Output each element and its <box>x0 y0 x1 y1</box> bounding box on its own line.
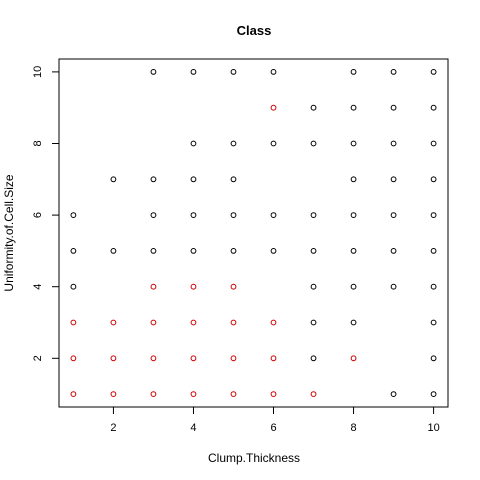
data-point <box>310 104 317 111</box>
chart-title: Class <box>237 23 272 38</box>
data-point <box>70 212 77 218</box>
data-point <box>70 319 77 326</box>
y-axis-label: Uniformity.of.Cell.Size <box>2 174 16 291</box>
x-tick-label: 2 <box>110 422 116 434</box>
data-point <box>430 212 437 218</box>
data-point <box>150 319 157 326</box>
data-point <box>390 212 397 218</box>
x-axis: 2 4 6 8 10 <box>110 406 440 434</box>
data-point <box>270 391 277 398</box>
data-point <box>150 391 157 398</box>
data-point <box>390 391 397 398</box>
data-point <box>270 212 277 218</box>
x-tick-label: 10 <box>427 422 439 434</box>
plot-frame <box>58 58 449 408</box>
y-axis: 2 4 6 8 10 <box>32 66 60 361</box>
data-point <box>110 176 117 183</box>
data-point <box>430 104 437 111</box>
data-point <box>390 176 397 183</box>
data-point <box>150 212 157 218</box>
x-tick-label: 8 <box>350 422 356 434</box>
data-point <box>190 248 197 254</box>
data-point <box>190 355 197 362</box>
data-point <box>70 283 77 290</box>
data-point <box>350 140 357 147</box>
data-point <box>350 248 357 254</box>
data-point <box>390 140 397 147</box>
data-point <box>430 140 437 147</box>
data-point <box>230 391 237 398</box>
y-tick-label: 2 <box>32 355 44 361</box>
data-point <box>110 355 117 362</box>
data-point <box>310 140 317 147</box>
data-point <box>350 176 357 183</box>
data-point <box>190 176 197 183</box>
data-point <box>150 355 157 362</box>
data-point <box>310 391 317 398</box>
data-point <box>350 355 357 362</box>
data-point <box>230 176 237 183</box>
y-tick-label: 10 <box>32 66 44 78</box>
data-point <box>150 176 157 183</box>
data-point <box>190 283 197 290</box>
data-point <box>270 104 277 111</box>
data-point <box>430 248 437 254</box>
y-tick-label: 6 <box>32 212 44 218</box>
data-point <box>270 355 277 362</box>
data-point <box>230 283 237 290</box>
data-point <box>350 212 357 218</box>
x-tick-label: 4 <box>190 422 196 434</box>
data-point <box>430 68 437 75</box>
data-point <box>230 248 237 254</box>
data-point <box>190 68 197 75</box>
data-point <box>430 391 437 398</box>
data-point <box>310 319 317 326</box>
data-point <box>270 140 277 147</box>
data-point <box>310 355 317 362</box>
data-point <box>350 283 357 290</box>
x-axis-label: Clump.Thickness <box>208 451 300 465</box>
data-point <box>310 212 317 218</box>
data-point <box>190 140 197 147</box>
data-point <box>110 391 117 398</box>
data-point <box>70 391 77 398</box>
data-point <box>310 248 317 254</box>
data-point <box>230 68 237 75</box>
data-point <box>430 355 437 362</box>
data-point <box>70 355 77 362</box>
data-point <box>350 68 357 75</box>
data-point <box>350 319 357 326</box>
data-point <box>190 212 197 218</box>
data-point <box>390 104 397 111</box>
data-point <box>310 283 317 290</box>
data-point <box>390 68 397 75</box>
y-tick-label: 8 <box>32 140 44 146</box>
data-point <box>350 104 357 111</box>
data-point <box>430 319 437 326</box>
data-point <box>270 68 277 75</box>
data-point <box>70 248 77 254</box>
x-tick-label: 6 <box>270 422 276 434</box>
data-point <box>390 283 397 290</box>
data-point <box>230 319 237 326</box>
data-point <box>190 319 197 326</box>
data-point <box>270 319 277 326</box>
data-point <box>110 248 117 254</box>
data-point <box>230 355 237 362</box>
data-point <box>150 248 157 254</box>
data-point <box>150 283 157 290</box>
data-point <box>190 391 197 398</box>
data-point <box>390 248 397 254</box>
data-point <box>430 283 437 290</box>
y-tick-label: 4 <box>32 284 44 290</box>
data-point <box>270 248 277 254</box>
data-point <box>150 68 157 75</box>
data-point <box>230 140 237 147</box>
data-point <box>110 319 117 326</box>
data-points <box>70 68 437 398</box>
data-point <box>230 212 237 218</box>
data-point <box>430 176 437 183</box>
